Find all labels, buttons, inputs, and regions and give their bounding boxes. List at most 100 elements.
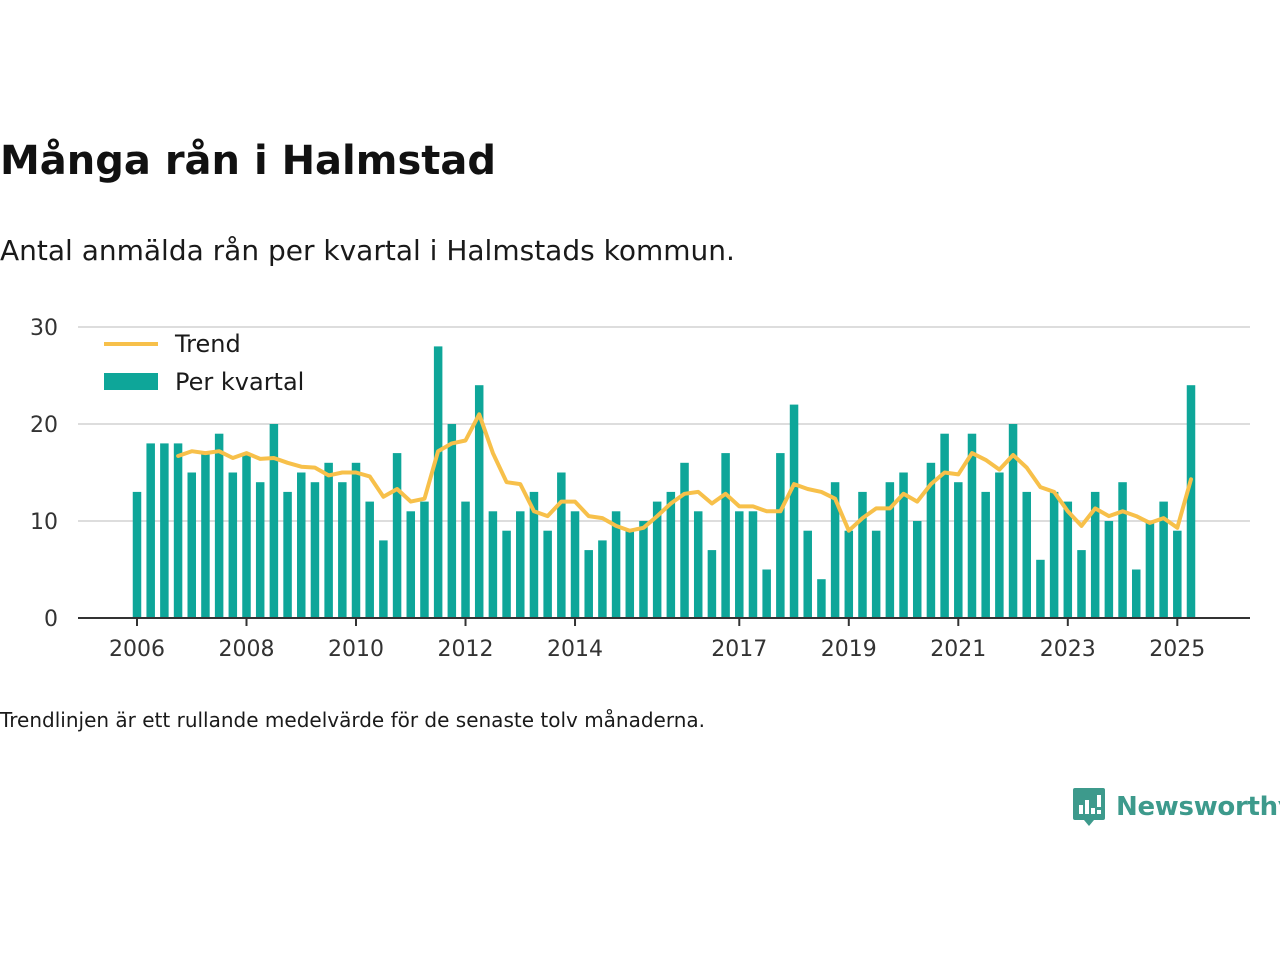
trend-series (176, 412, 1193, 533)
bar (406, 511, 416, 618)
bar (926, 462, 936, 618)
bar (392, 453, 402, 618)
bar (912, 521, 922, 618)
bar (1022, 491, 1031, 618)
bar (1008, 424, 1018, 618)
y-tick-label: 10 (30, 510, 58, 535)
newsworthy-logo: Newsworthy (1072, 786, 1280, 828)
bar (707, 550, 717, 618)
bar (570, 511, 580, 618)
bar (776, 453, 785, 618)
bar (201, 453, 210, 618)
bar (885, 482, 895, 618)
bar (269, 424, 279, 618)
bar (1090, 491, 1100, 618)
legend-swatch-bars (104, 373, 158, 390)
bar (639, 521, 648, 618)
bar (721, 453, 730, 618)
bar (584, 550, 593, 618)
chart-title: Många rån i Halmstad (0, 138, 496, 184)
bar (338, 482, 347, 618)
bar (502, 530, 511, 618)
bar (680, 462, 689, 618)
bar (625, 530, 635, 618)
bar (1077, 550, 1086, 618)
legend: Trend Per kvartal (80, 328, 312, 400)
y-axis-ticks: 0 10 20 30 (30, 316, 58, 632)
y-tick-label: 20 (30, 413, 58, 438)
x-tick-label: 2010 (328, 637, 384, 662)
y-tick-label: 0 (44, 607, 58, 632)
bar (817, 579, 826, 618)
bar (365, 501, 374, 618)
robbery-chart: 0 10 20 30 2006 2008 2010 2012 2014 2017 2019 2021… (30, 316, 1250, 662)
bar (187, 472, 197, 618)
bar (598, 540, 607, 618)
bar (447, 424, 457, 618)
bar (146, 443, 155, 618)
x-tick-label: 2019 (821, 637, 877, 662)
bar (1063, 501, 1073, 618)
bar (981, 491, 990, 618)
bar (173, 443, 183, 618)
legend-label-bars: Per kvartal (175, 368, 304, 396)
bar (1049, 491, 1059, 618)
x-tick-label: 2014 (547, 637, 603, 662)
x-tick-label: 2017 (711, 637, 767, 662)
bar (529, 491, 539, 618)
bar (858, 491, 867, 618)
bar (803, 530, 812, 618)
bar (132, 491, 142, 618)
bar (297, 472, 306, 618)
bar (1104, 521, 1114, 618)
bar (1118, 482, 1127, 618)
bar (310, 482, 320, 618)
y-tick-label: 30 (30, 316, 58, 341)
bar (543, 530, 552, 618)
x-tick-label: 2023 (1040, 637, 1096, 662)
x-tick-label: 2025 (1149, 637, 1205, 662)
bar (666, 491, 676, 618)
chart-subtitle: Antal anmälda rån per kvartal i Halmstad… (0, 234, 735, 267)
bar (844, 530, 854, 618)
legend-label-trend: Trend (174, 330, 241, 358)
x-tick-label: 2021 (930, 637, 986, 662)
bar (557, 472, 566, 618)
bar (967, 433, 977, 618)
bar (433, 346, 443, 618)
x-tick-label: 2008 (219, 637, 275, 662)
bar (735, 511, 744, 618)
trend-line (176, 412, 1193, 533)
bar (214, 433, 224, 618)
bar (762, 569, 771, 618)
bar (474, 385, 484, 618)
bar (1159, 501, 1168, 618)
bar (488, 511, 498, 618)
bar (1173, 530, 1182, 618)
bar (995, 472, 1004, 618)
bar-series (132, 346, 1196, 618)
x-axis-ticks: 2006 2008 2010 2012 2014 2017 2019 2021 2023 2025 (109, 618, 1205, 662)
newsworthy-logo-icon (1073, 788, 1105, 826)
bar (228, 472, 238, 618)
bar (1145, 521, 1155, 618)
bar (242, 453, 251, 618)
bar (324, 462, 333, 618)
bar (160, 443, 169, 618)
bar (611, 511, 621, 618)
bar (789, 404, 799, 618)
bar (255, 482, 265, 618)
bar (830, 482, 840, 618)
bar (461, 501, 470, 618)
x-tick-label: 2012 (438, 637, 494, 662)
bar (899, 472, 908, 618)
bar (1036, 559, 1045, 618)
newsworthy-logo-text: Newsworthy (1116, 792, 1280, 822)
bar (1186, 385, 1196, 618)
bar (748, 511, 758, 618)
bar (940, 433, 949, 618)
x-tick-label: 2006 (109, 637, 165, 662)
bar (871, 530, 881, 618)
bar (379, 540, 388, 618)
bar (652, 501, 662, 618)
